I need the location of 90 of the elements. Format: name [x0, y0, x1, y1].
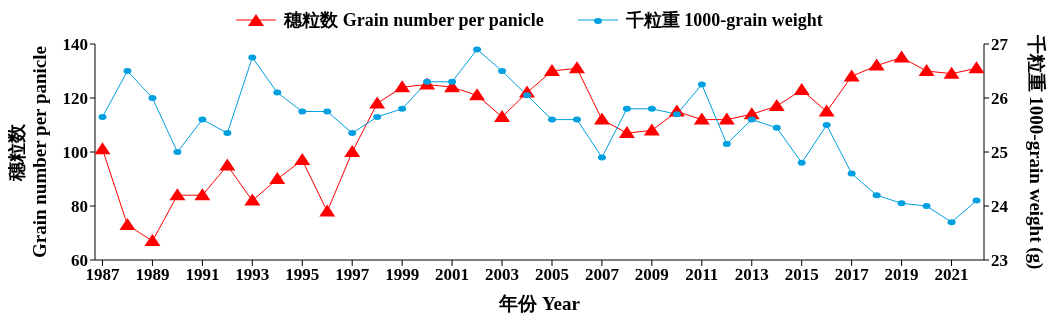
point [323, 108, 332, 115]
x-tick-label: 2005 [534, 265, 569, 285]
point [398, 105, 407, 112]
x-tick-label: 1997 [335, 265, 370, 285]
point [119, 217, 136, 230]
y-tick-label: 120 [62, 89, 88, 109]
point [269, 172, 286, 184]
x-tick-label: 2019 [884, 265, 919, 285]
x-axis-title: 年份 Year [498, 293, 581, 314]
point [473, 46, 482, 53]
point [543, 64, 560, 76]
point [448, 78, 457, 85]
point [223, 130, 232, 137]
y-tick-label: 140 [62, 35, 88, 55]
x-tick-label: 2009 [634, 265, 669, 285]
y2-tick-label: 25 [991, 143, 1008, 163]
point [643, 123, 660, 136]
point [693, 112, 710, 125]
point [219, 158, 236, 171]
y-axis-title: 穗粒数 Grain number per panicle [6, 45, 50, 259]
point [98, 113, 107, 120]
point [818, 104, 835, 117]
point [943, 66, 960, 79]
point [622, 105, 631, 112]
point [469, 88, 486, 101]
point [394, 80, 411, 93]
point [547, 116, 556, 123]
point [847, 170, 856, 177]
x-tick-label: 1995 [285, 265, 320, 285]
point [972, 197, 981, 204]
x-tick-label: 2003 [485, 265, 520, 285]
point [169, 188, 186, 201]
point [797, 159, 806, 166]
point [144, 234, 161, 247]
y2-tick-label: 26 [991, 89, 1008, 109]
point [95, 142, 111, 155]
x-tick-label: 1989 [135, 265, 170, 285]
y2-tick-label: 23 [991, 251, 1008, 271]
point [319, 204, 336, 217]
point [768, 99, 785, 112]
point [868, 58, 885, 71]
point [198, 116, 207, 123]
legend-label: 千粒重 1000-grain weight [625, 9, 823, 32]
point [722, 140, 731, 147]
point [968, 61, 984, 74]
y-tick-label: 100 [62, 143, 88, 163]
y2-tick-label: 24 [991, 197, 1009, 217]
y2-tick-label: 27 [991, 35, 1009, 55]
x-tick-label: 2001 [435, 265, 470, 285]
point [893, 50, 910, 63]
point [747, 116, 756, 123]
point [647, 105, 656, 112]
x-tick-label: 1993 [235, 265, 270, 285]
point [568, 61, 585, 74]
y-tick-label: 80 [71, 197, 88, 217]
point [618, 126, 635, 139]
point [843, 69, 860, 82]
point [244, 193, 261, 206]
point [298, 108, 307, 115]
point [194, 188, 211, 201]
point [872, 192, 881, 199]
x-tick-label: 2011 [685, 265, 719, 285]
x-tick-label: 2021 [934, 265, 969, 285]
point [572, 116, 581, 123]
point [593, 112, 610, 125]
legend-label: 穗粒数 Grain number per panicle [284, 9, 544, 32]
point [597, 154, 606, 161]
point [273, 89, 282, 96]
x-tick-label: 2013 [734, 265, 769, 285]
x-tick-label: 2017 [834, 265, 870, 285]
point [918, 64, 935, 76]
x-tick-label: 1999 [385, 265, 420, 285]
x-tick-label: 1991 [185, 265, 220, 285]
point [947, 219, 956, 226]
y-tick-label: 60 [71, 251, 88, 271]
x-tick-label: 2015 [784, 265, 819, 285]
point [793, 82, 810, 95]
point [772, 124, 781, 131]
point [369, 96, 386, 109]
point [348, 130, 357, 137]
point [494, 109, 511, 122]
point [718, 112, 735, 125]
point [294, 153, 311, 166]
x-tick-label: 1987 [85, 265, 120, 285]
point [697, 81, 706, 88]
x-tick-label: 2007 [584, 265, 620, 285]
point [897, 200, 906, 207]
y2-axis-title: 千粒重 1000-grain weight (g) [1025, 33, 1048, 270]
point [344, 145, 361, 157]
point [373, 113, 382, 120]
